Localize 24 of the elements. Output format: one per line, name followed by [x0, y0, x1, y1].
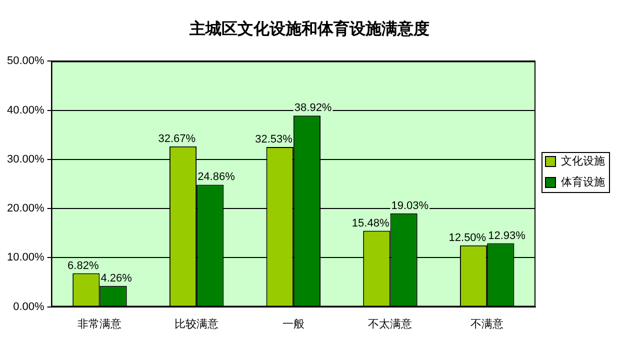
- data-label: 4.26%: [100, 272, 132, 284]
- data-label: 19.03%: [391, 200, 429, 212]
- legend-label: 体育设施: [561, 175, 605, 188]
- legend-label: 文化设施: [561, 154, 605, 168]
- data-label: 32.67%: [158, 132, 196, 145]
- y-tick-label: 50.00%: [6, 55, 45, 68]
- x-tick-label: 非常满意: [78, 317, 122, 330]
- data-label: 32.53%: [255, 134, 293, 146]
- y-tick-label: 30.00%: [6, 153, 45, 166]
- data-label: 24.86%: [198, 171, 236, 184]
- data-label: 12.50%: [448, 232, 486, 244]
- data-label: 38.92%: [294, 102, 332, 114]
- x-tick-label: 一般: [282, 317, 304, 330]
- x-tick-label: 不满意: [470, 317, 504, 330]
- x-tick-label: 不太满意: [368, 317, 412, 330]
- chart-title: 主城区文化设施和体育设施满意度: [188, 18, 430, 38]
- y-tick-label: 40.00%: [6, 104, 45, 116]
- data-label: 6.82%: [68, 260, 99, 272]
- data-label: 15.48%: [352, 217, 390, 230]
- y-tick-label: 10.00%: [6, 252, 45, 264]
- y-tick-label: 0.00%: [13, 300, 45, 313]
- y-tick-label: 20.00%: [6, 202, 45, 215]
- data-label: 12.93%: [488, 230, 526, 242]
- x-tick-label: 比较满意: [174, 317, 219, 330]
